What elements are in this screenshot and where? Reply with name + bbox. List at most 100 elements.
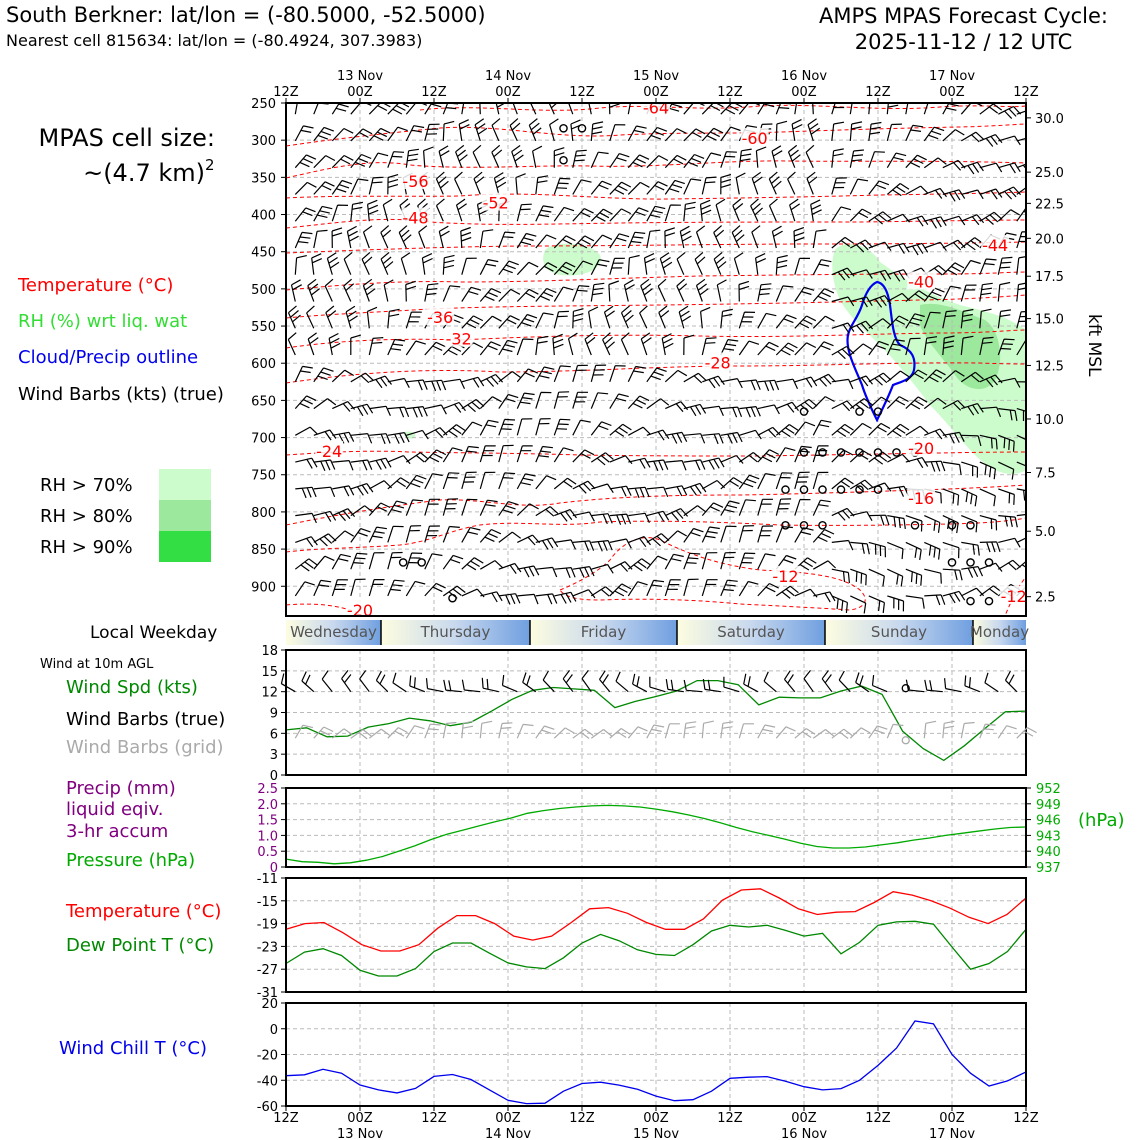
isotherm-32 — [286, 329, 1026, 349]
isotherm-24 — [286, 450, 1026, 457]
wind-barb — [535, 312, 554, 329]
wind-barb — [661, 333, 674, 356]
wind-barb — [387, 406, 410, 418]
legend-dewpoint: Dew Point T (°C) — [66, 935, 214, 956]
wind-barb — [517, 593, 539, 605]
wind-barb — [1016, 339, 1026, 356]
top-date-label: 13 Nov — [337, 69, 383, 84]
wind-barb — [350, 459, 373, 471]
y-tick-label: 450 — [251, 246, 276, 261]
y-tick-label: 20 — [261, 997, 278, 1012]
temp-label-bg — [981, 235, 1010, 254]
wind-barb — [794, 421, 816, 436]
wind-barb — [720, 454, 744, 464]
cloud-marker — [818, 448, 827, 457]
wind-barb-grid — [387, 727, 408, 739]
chart-title: South Berkner: lat/lon = (-80.5000, -52.… — [6, 3, 486, 27]
wind-barb — [479, 259, 499, 275]
wind-barb — [530, 103, 537, 115]
wind-barb — [944, 678, 962, 693]
temp-label-bg — [907, 271, 936, 290]
forecast-cycle-label: AMPS MPAS Forecast Cycle: — [819, 4, 1108, 28]
wind-barb — [646, 429, 670, 441]
wind-barb — [775, 314, 797, 329]
wind-barb — [831, 539, 854, 551]
cloud-marker — [855, 485, 864, 494]
series-line — [285, 679, 1027, 762]
wind-barb — [609, 513, 632, 525]
right-tick-label: 2.5 — [1035, 591, 1056, 606]
wind-barb — [683, 334, 695, 356]
wind-barb — [627, 207, 649, 222]
wind-barb — [590, 180, 612, 195]
wind-barb — [713, 251, 727, 275]
wind-barb — [567, 332, 578, 356]
wind-barb-grid — [683, 721, 697, 739]
wind-barb — [382, 198, 393, 222]
wind-barb — [350, 528, 371, 543]
wind-barb — [287, 332, 297, 356]
wind-barb — [438, 145, 450, 168]
wind-barb — [627, 254, 640, 275]
right-tick-label: 17.5 — [1035, 270, 1064, 285]
wind-barb — [368, 152, 389, 169]
wind-barb — [942, 515, 959, 534]
y-tick-label: 3 — [270, 748, 278, 763]
wind-barb — [313, 579, 332, 597]
wind-barb — [831, 177, 847, 195]
wind-barb — [738, 525, 755, 543]
wind-barb — [961, 587, 985, 597]
wind-barb — [791, 119, 803, 141]
wind-barb — [369, 480, 393, 490]
cloud-markers — [398, 123, 994, 606]
wind-barb — [313, 459, 336, 472]
wind-barb-grid — [294, 724, 314, 739]
wind-barb — [794, 286, 815, 302]
wind-barb — [368, 176, 384, 195]
wind-barb-grid — [868, 725, 888, 739]
wind-barb — [961, 434, 982, 447]
top-tick-label: 00Z — [791, 85, 817, 100]
wind-barb — [424, 498, 440, 516]
wind-barb — [609, 423, 632, 437]
wind-barb — [735, 172, 746, 195]
wind-barb — [313, 126, 335, 142]
wind-barb — [855, 672, 870, 693]
wind-barb — [590, 121, 604, 141]
wind-barb — [768, 171, 782, 195]
wind-barb — [683, 679, 703, 693]
wind-barb-grid — [794, 728, 816, 739]
wind-barb — [868, 396, 891, 410]
wind-barb — [461, 103, 465, 115]
wind-barb — [405, 474, 427, 490]
wind-barb — [849, 208, 872, 222]
bottom-tick-label: 12Z — [865, 1111, 891, 1126]
wind-barb — [646, 555, 668, 570]
wind-barb — [515, 173, 526, 195]
wind-barb — [461, 257, 477, 275]
wind-barb — [886, 370, 910, 383]
wind-barb — [590, 586, 614, 597]
wind-barb — [294, 581, 315, 597]
wind-barb-grid — [942, 720, 955, 739]
y-tick-label: 1.0 — [257, 829, 278, 844]
wind-barb — [553, 235, 576, 249]
temp-label-bg — [999, 585, 1028, 604]
wind-barb — [757, 449, 779, 463]
wind-barb — [997, 256, 1013, 275]
wind-barb — [831, 103, 846, 115]
line-panel: -31 -27 -23 -19 -15 -11 — [257, 872, 1027, 1001]
wind-barb — [683, 433, 706, 444]
wind-barb — [331, 369, 355, 383]
wind-barb — [942, 488, 960, 506]
wind-barb — [979, 134, 1003, 147]
wind-barb — [442, 424, 466, 438]
y-tick-label: 18 — [261, 644, 278, 659]
wind-barb — [868, 451, 892, 465]
wind-barb — [405, 580, 426, 597]
top-date-label: 16 Nov — [781, 69, 827, 84]
legend-precip: Precip (mm) — [66, 778, 176, 799]
wind-barb — [979, 336, 994, 356]
temp-label-bg — [771, 565, 800, 584]
wind-barb — [424, 525, 440, 543]
